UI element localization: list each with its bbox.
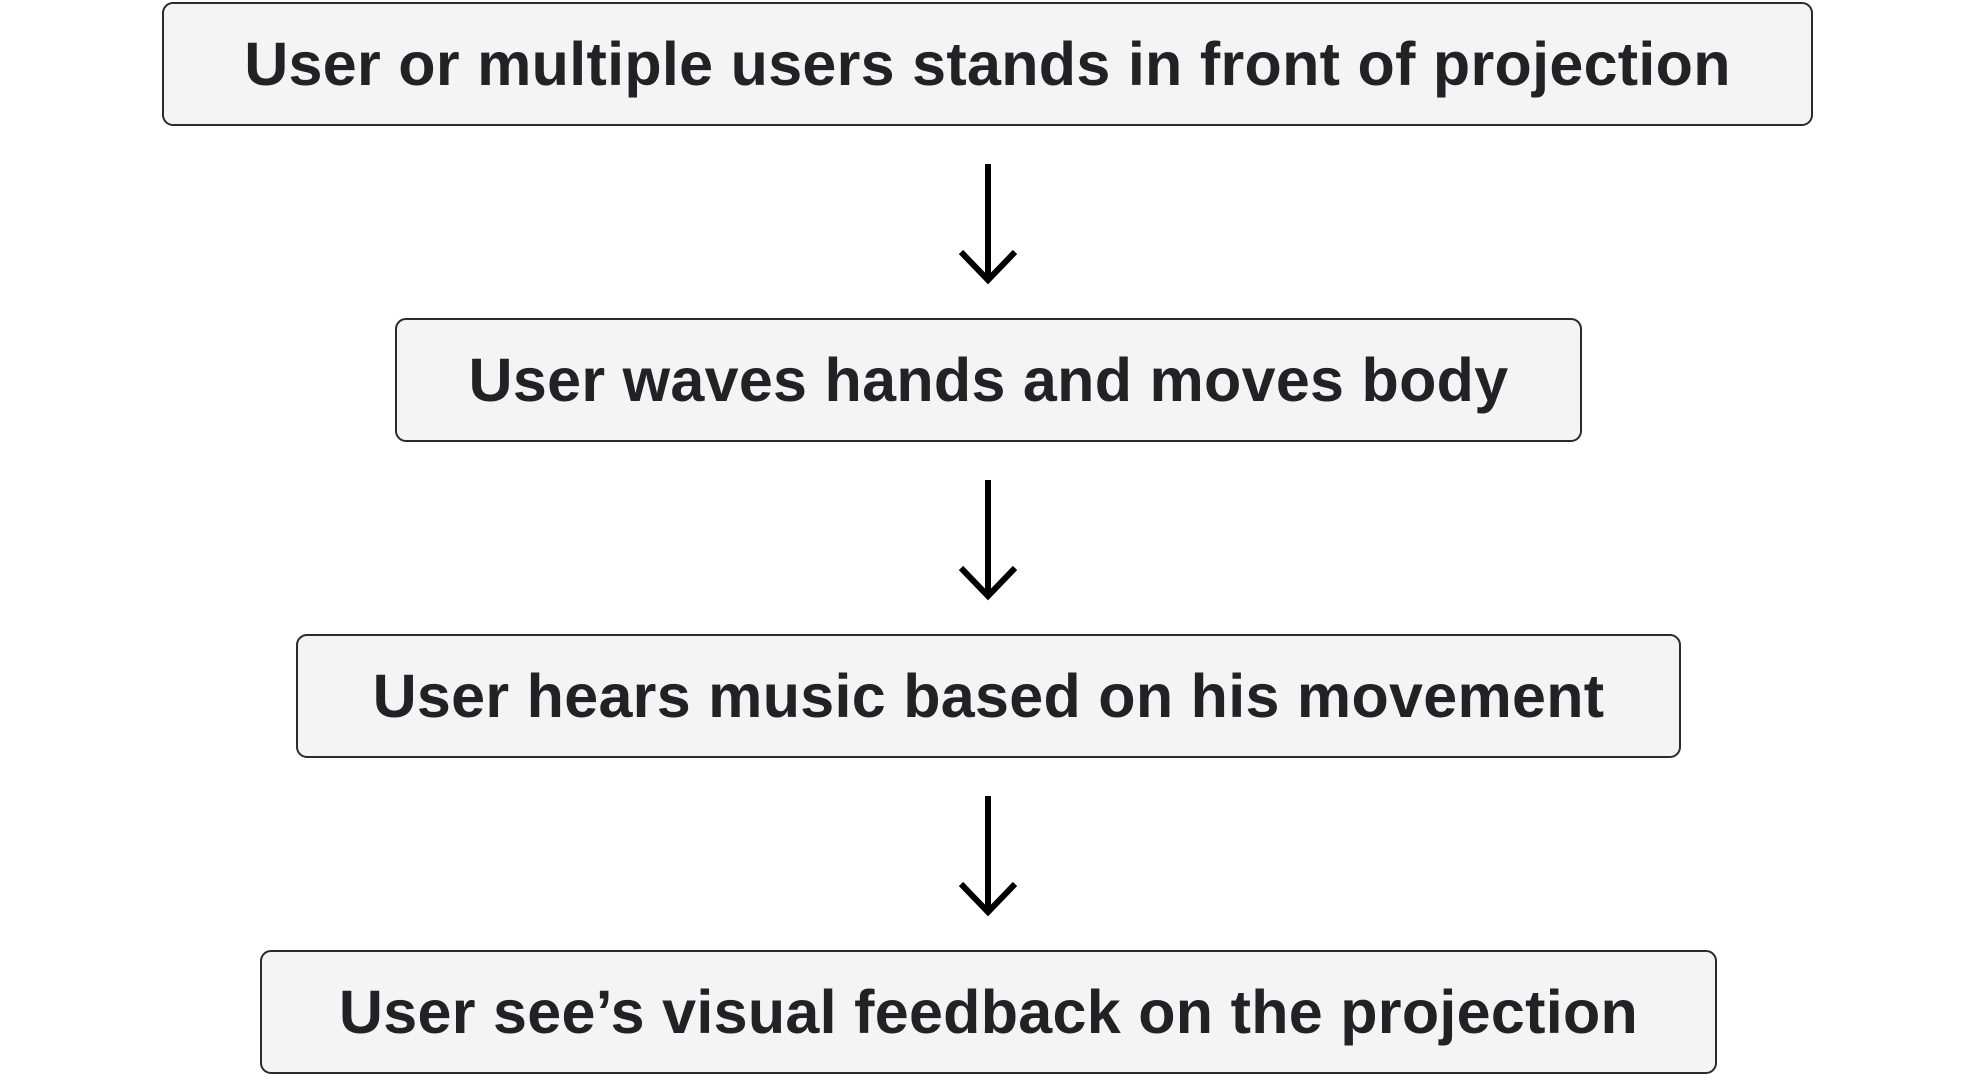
arrow-down-icon xyxy=(958,796,1018,917)
arrow-down-icon xyxy=(958,164,1018,285)
step-box-wave-hands: User waves hands and moves body xyxy=(395,318,1582,442)
step-box-stand-in-front: User or multiple users stands in front o… xyxy=(162,2,1813,126)
step-label: User see’s visual feedback on the projec… xyxy=(338,978,1639,1046)
step-label: User waves hands and moves body xyxy=(468,346,1509,414)
step-box-hears-music: User hears music based on his movement xyxy=(296,634,1681,758)
step-box-visual-feedback: User see’s visual feedback on the projec… xyxy=(260,950,1717,1074)
step-label: User hears music based on his movement xyxy=(372,662,1605,730)
step-label: User or multiple users stands in front o… xyxy=(244,30,1731,98)
arrow-down-icon xyxy=(958,480,1018,601)
